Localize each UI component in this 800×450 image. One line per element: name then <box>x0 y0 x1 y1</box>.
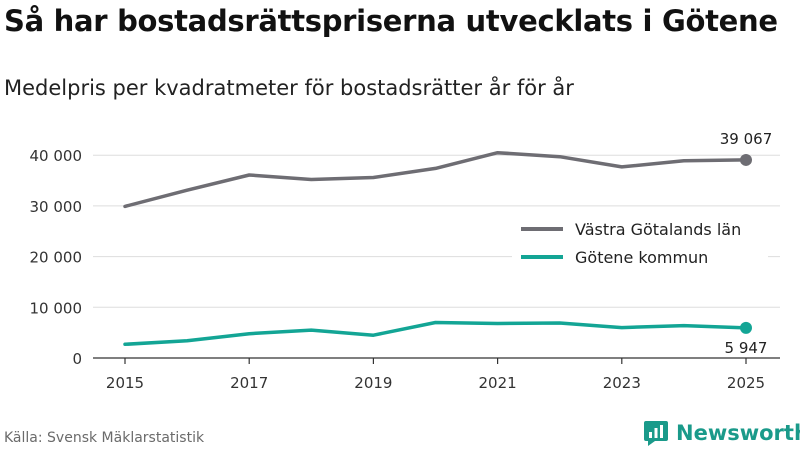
end-point-vastra-gotaland <box>740 153 752 166</box>
chart-subtitle: Medelpris per kvadratmeter för bostadsrä… <box>4 76 574 100</box>
legend-label: Götene kommun <box>575 248 708 267</box>
y-tick-label: 0 <box>72 350 82 368</box>
x-tick-label: 2019 <box>354 374 392 392</box>
end-label-gotene: 5 947 <box>725 339 768 357</box>
end-label-vastra-gotaland: 39 067 <box>720 130 773 148</box>
y-tick-label: 30 000 <box>30 198 83 216</box>
axes: 0 10 000 20 000 30 000 40 000 2015 2017 2019 202… <box>30 147 780 392</box>
x-tick-label: 2017 <box>230 374 268 392</box>
x-tick-label: 2015 <box>106 374 144 392</box>
y-tick-label: 10 000 <box>30 299 83 317</box>
series-lines: 39 067 5 947 <box>123 130 773 357</box>
series-line-vastra-gotaland <box>123 150 748 209</box>
y-tick-label: 20 000 <box>30 249 83 267</box>
end-point-gotene <box>740 321 752 334</box>
newsworthy-wordmark: Newsworthy <box>676 421 800 445</box>
chart-title: Så har bostadsrättspriserna utvecklats i… <box>4 4 778 38</box>
legend-background <box>512 212 768 270</box>
y-tick-label: 40 000 <box>30 147 83 165</box>
legend-label: Västra Götalands län <box>575 220 741 239</box>
source-note: Källa: Svensk Mäklarstatistik <box>4 430 205 446</box>
series-line-gotene <box>123 320 748 347</box>
newsworthy-logo-icon <box>644 421 668 446</box>
legend: Västra Götalands län Götene kommun <box>512 212 768 270</box>
x-tick-label: 2025 <box>727 374 765 392</box>
x-tick-label: 2021 <box>479 374 517 392</box>
newsworthy-logo[interactable]: Newsworthy <box>643 418 800 448</box>
x-tick-label: 2023 <box>603 374 641 392</box>
